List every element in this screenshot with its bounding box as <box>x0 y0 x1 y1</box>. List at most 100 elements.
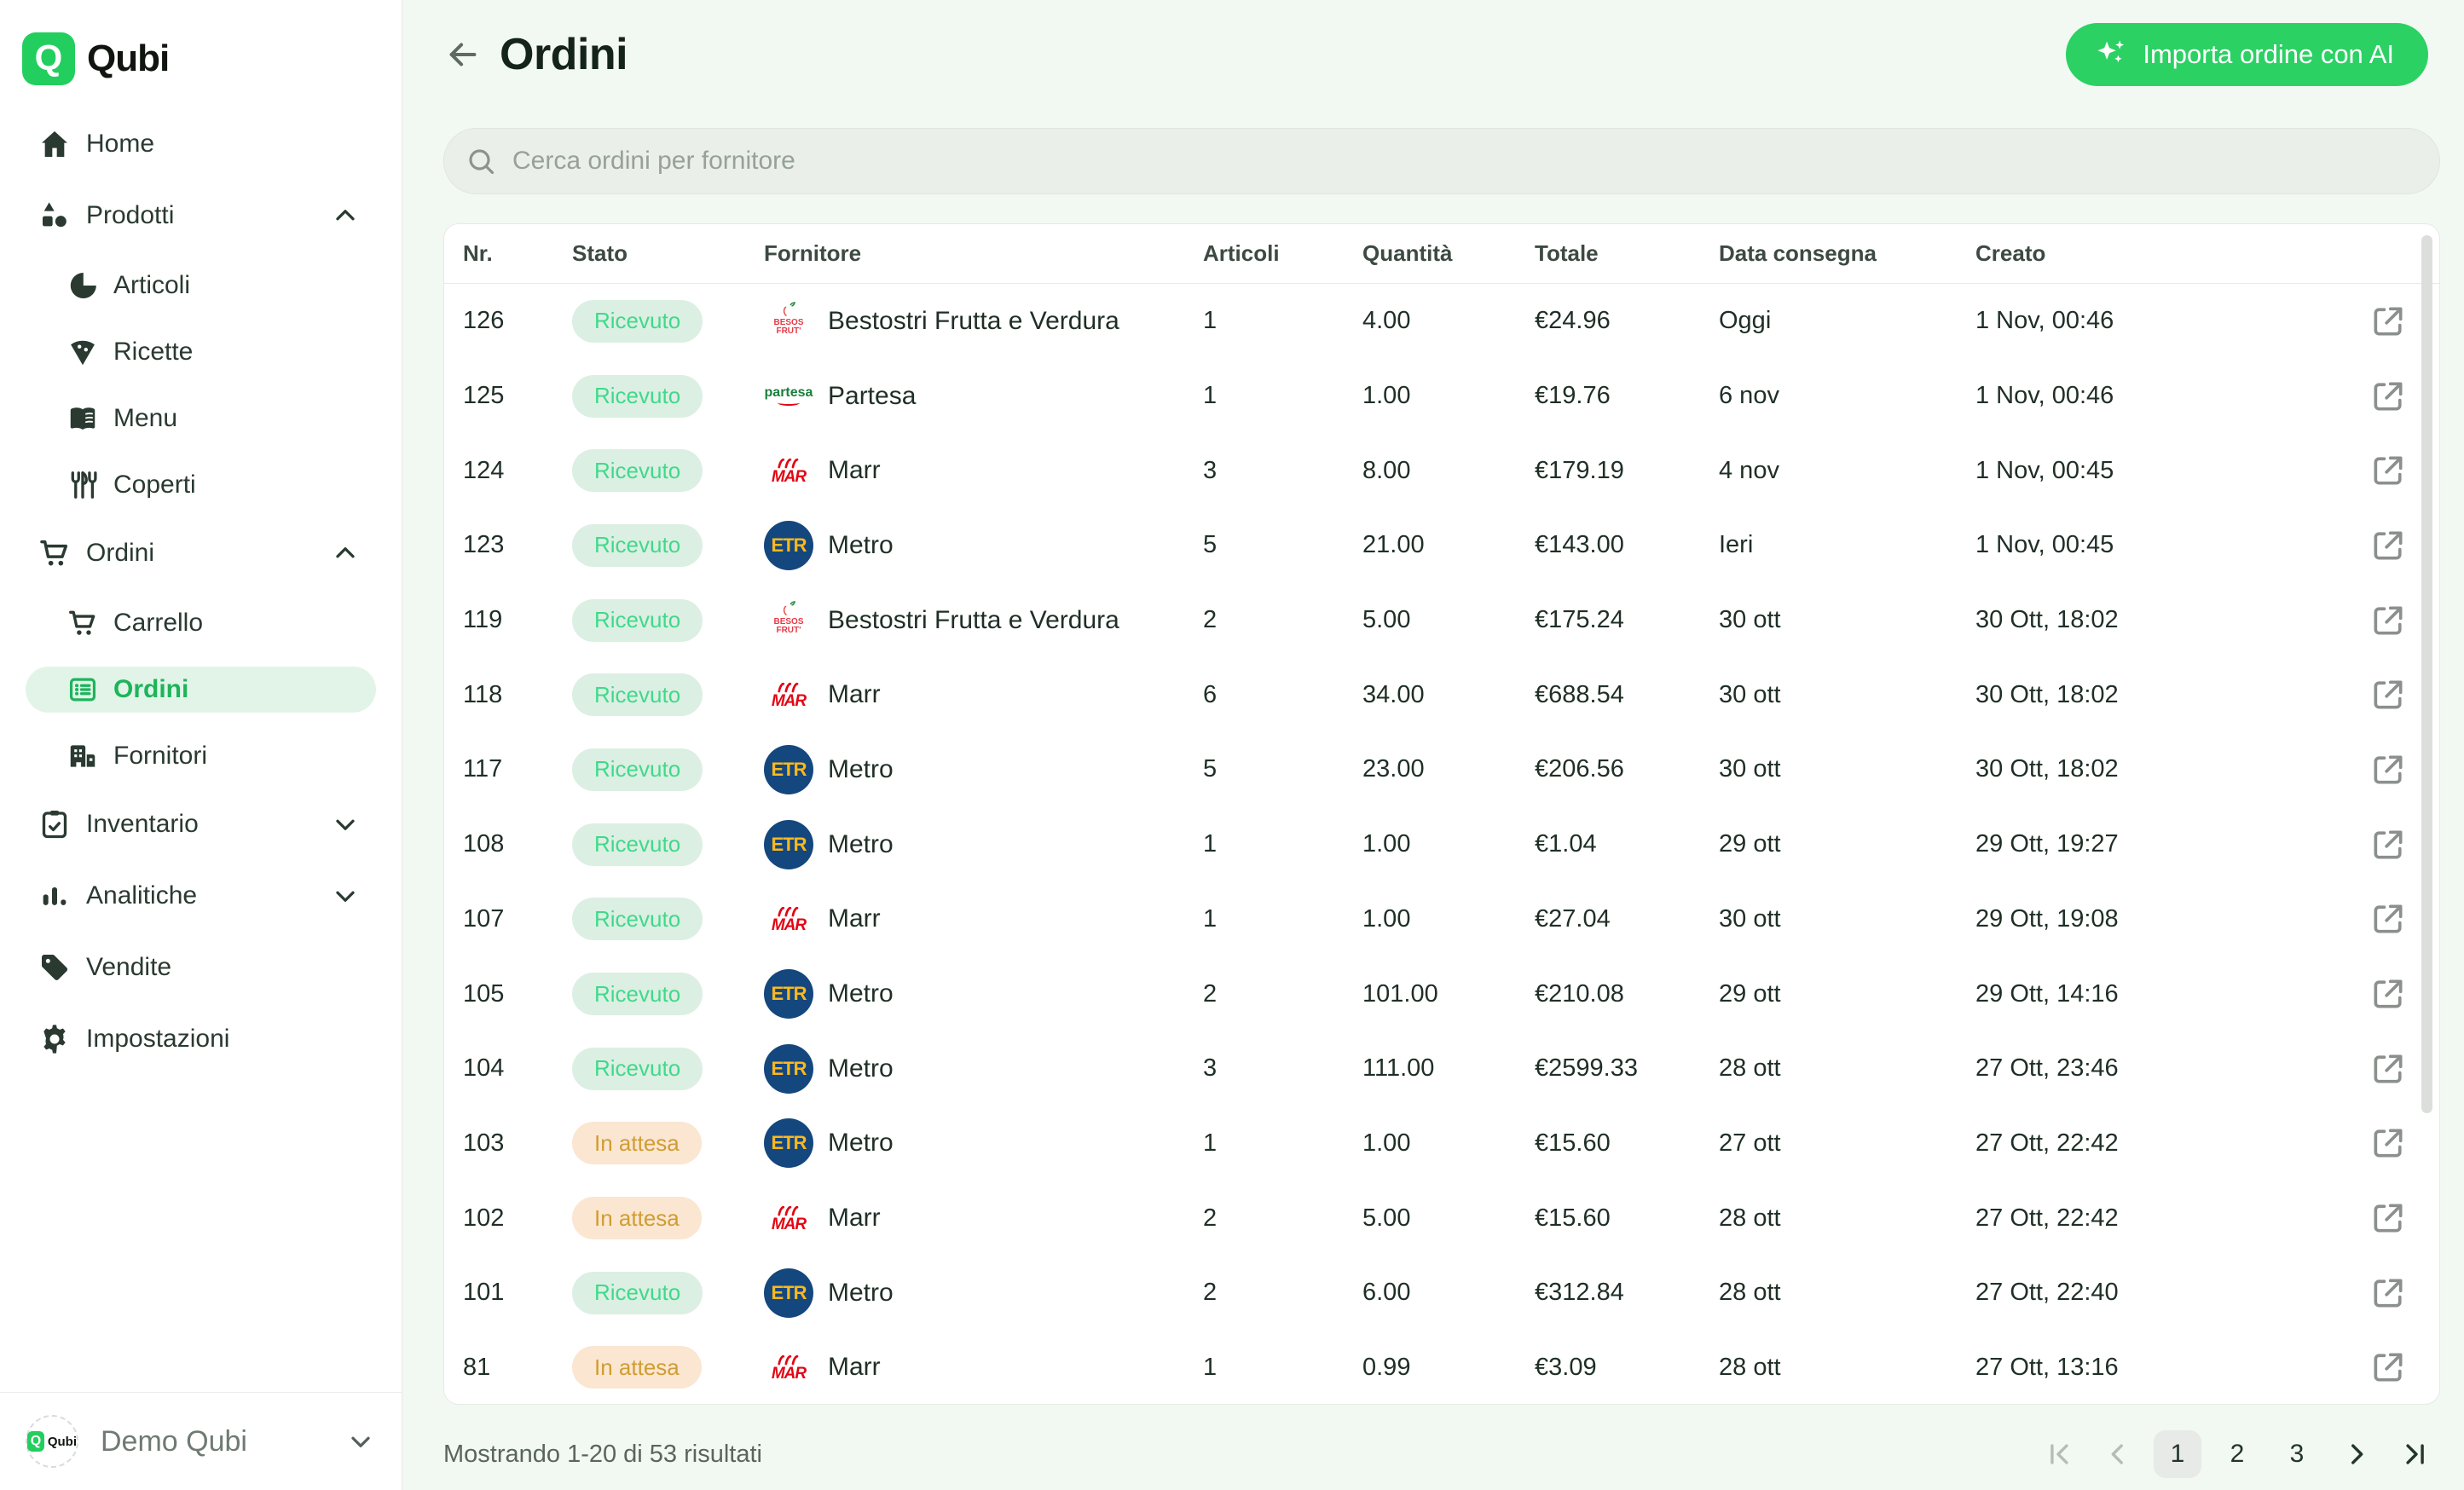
table-row[interactable]: 125 Ricevuto partesa Partesa 1 1.00 €19.… <box>444 359 2439 434</box>
status-badge: Ricevuto <box>572 1047 703 1090</box>
external-link-icon <box>2374 830 2403 859</box>
sidebar-item-ordini-group[interactable]: Ordini <box>26 528 376 578</box>
action-cell <box>2369 452 2421 489</box>
table-row[interactable]: 107 Ricevuto MAR Marr 1 1.00 €27.04 30 o… <box>444 882 2439 957</box>
status-badge: Ricevuto <box>572 449 703 493</box>
sidebar-item-prodotti[interactable]: Prodotti <box>26 191 376 240</box>
table-scrollbar[interactable] <box>2421 235 2432 1113</box>
page-button-3[interactable]: 3 <box>2273 1430 2321 1478</box>
table-row[interactable]: 118 Ricevuto MAR Marr 6 34.00 €688.54 30… <box>444 657 2439 732</box>
table-row[interactable]: 108 Ricevuto ETR Metro 1 1.00 €1.04 29 o… <box>444 807 2439 882</box>
order-number: 119 <box>463 606 503 634</box>
open-order-button[interactable] <box>2369 1199 2407 1237</box>
delivery-date: 30 ott <box>1719 606 1781 634</box>
open-order-button[interactable] <box>2369 1124 2407 1162</box>
action-cell <box>2369 1050 2421 1088</box>
table-row[interactable]: 102 In attesa MAR Marr 2 5.00 €15.60 28 … <box>444 1181 2439 1256</box>
action-cell <box>2369 378 2421 415</box>
table-body: 126 Ricevuto BESOS FRUT' Bestostri Frutta… <box>444 284 2439 1404</box>
sidebar-item-vendite[interactable]: Vendite <box>26 943 376 992</box>
table-row[interactable]: 103 In attesa ETR Metro 1 1.00 €15.60 27… <box>444 1106 2439 1181</box>
page-button-2[interactable]: 2 <box>2213 1430 2261 1478</box>
total-value: €19.76 <box>1535 382 1611 410</box>
table-row[interactable]: 117 Ricevuto ETR Metro 5 23.00 €206.56 3… <box>444 732 2439 807</box>
status-badge: Ricevuto <box>572 973 703 1016</box>
created-date: 27 Ott, 22:40 <box>1975 1279 2119 1307</box>
open-order-button[interactable] <box>2369 527 2407 564</box>
supplier-logo-metro: ETR <box>764 819 813 869</box>
sidebar-item-impostazioni[interactable]: Impostazioni <box>26 1014 376 1064</box>
table-row[interactable]: 126 Ricevuto BESOS FRUT' Bestostri Frutta… <box>444 284 2439 359</box>
status-badge: Ricevuto <box>572 374 703 418</box>
sidebar-item-coperti[interactable]: Coperti <box>26 462 376 508</box>
sidebar-item-analitiche[interactable]: Analitiche <box>26 871 376 921</box>
supplier-cell: partesa Partesa <box>764 371 1203 421</box>
action-cell <box>2369 1124 2421 1162</box>
open-order-button[interactable] <box>2369 378 2407 415</box>
created-date: 1 Nov, 00:46 <box>1975 382 2114 410</box>
open-order-button[interactable] <box>2369 975 2407 1013</box>
supplier-cell: MAR Marr <box>764 1343 1203 1393</box>
open-order-button[interactable] <box>2369 1349 2407 1386</box>
open-order-button[interactable] <box>2369 676 2407 713</box>
table-row[interactable]: 123 Ricevuto ETR Metro 5 21.00 €143.00 I… <box>444 508 2439 583</box>
external-link-icon <box>2374 755 2403 784</box>
external-link-icon <box>2374 1279 2403 1308</box>
open-order-button[interactable] <box>2369 1274 2407 1312</box>
open-order-button[interactable] <box>2369 826 2407 863</box>
total-value: €2599.33 <box>1535 1054 1638 1083</box>
supplier-logo-metro: ETR <box>764 1118 813 1169</box>
first-page-button[interactable] <box>2034 1430 2082 1478</box>
search-input[interactable] <box>443 128 2440 194</box>
table-row[interactable]: 124 Ricevuto MAR Marr 3 8.00 €179.19 4 n… <box>444 433 2439 508</box>
table-row[interactable]: 101 Ricevuto ETR Metro 2 6.00 €312.84 28… <box>444 1256 2439 1331</box>
total-value: €312.84 <box>1535 1279 1624 1307</box>
quantity-value: 1.00 <box>1362 830 1411 858</box>
created-date: 29 Ott, 14:16 <box>1975 979 2119 1008</box>
sidebar-item-articoli[interactable]: Articoli <box>26 263 376 309</box>
quantity-value: 101.00 <box>1362 979 1438 1008</box>
table-row[interactable]: 104 Ricevuto ETR Metro 3 111.00 €2599.33… <box>444 1031 2439 1106</box>
order-number: 124 <box>463 456 505 484</box>
import-order-ai-button[interactable]: Importa ordine con AI <box>2066 23 2428 86</box>
column-header: Articoli <box>1203 240 1280 266</box>
page-button-1[interactable]: 1 <box>2154 1430 2201 1478</box>
supplier-cell: MAR Marr <box>764 670 1203 720</box>
next-page-button[interactable] <box>2333 1430 2380 1478</box>
open-order-button[interactable] <box>2369 751 2407 788</box>
sidebar-item-fornitori[interactable]: Fornitori <box>26 733 376 779</box>
supplier-logo-partesa: partesa <box>764 371 813 421</box>
sidebar-item-ordini[interactable]: Ordini <box>26 667 376 713</box>
articles-count: 6 <box>1203 680 1218 708</box>
sidebar-item-home[interactable]: Home <box>26 119 376 169</box>
sidebar-item-inventario[interactable]: Inventario <box>26 800 376 849</box>
supplier-cell: MAR Marr <box>764 894 1203 944</box>
sidebar-item-ricette[interactable]: Ricette <box>26 329 376 375</box>
open-order-button[interactable] <box>2369 303 2407 340</box>
sidebar-item-carrello[interactable]: Carrello <box>26 600 376 646</box>
table-row[interactable]: 119 Ricevuto BESOS FRUT' Bestostri Frutta… <box>444 583 2439 658</box>
order-status: Ricevuto <box>572 1047 764 1090</box>
org-switcher[interactable]: Q Qubi Demo Qubi <box>0 1392 402 1490</box>
open-order-button[interactable] <box>2369 452 2407 489</box>
open-order-button[interactable] <box>2369 1050 2407 1088</box>
book-icon <box>67 402 99 435</box>
quantity-value: 23.00 <box>1362 755 1425 783</box>
supplier-logo-bestostri: BESOS FRUT' <box>764 595 813 645</box>
back-button[interactable] <box>443 35 483 74</box>
table-row[interactable]: 81 In attesa MAR Marr 1 0.99 €3.09 28 ot… <box>444 1331 2439 1404</box>
articles-count: 3 <box>1203 1054 1218 1083</box>
last-page-button[interactable] <box>2392 1430 2440 1478</box>
order-status: Ricevuto <box>572 748 764 791</box>
order-status: In attesa <box>572 1346 764 1389</box>
previous-page-button[interactable] <box>2094 1430 2142 1478</box>
table-row[interactable]: 105 Ricevuto ETR Metro 2 101.00 €210.08 … <box>444 956 2439 1031</box>
action-cell <box>2369 303 2421 340</box>
tag-icon <box>38 950 72 985</box>
open-order-button[interactable] <box>2369 900 2407 938</box>
quantity-value: 5.00 <box>1362 606 1411 634</box>
open-order-button[interactable] <box>2369 602 2407 639</box>
sidebar-item-menu[interactable]: Menu <box>26 396 376 442</box>
delivery-date: 29 ott <box>1719 830 1781 858</box>
